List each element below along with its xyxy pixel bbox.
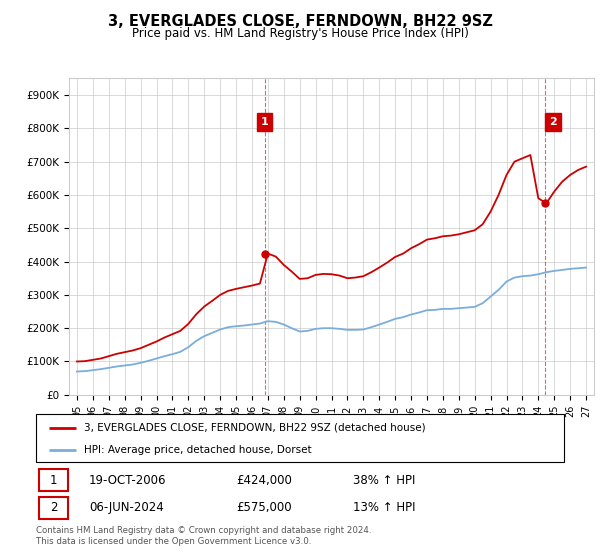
Text: 1: 1 [50, 474, 57, 487]
Text: Contains HM Land Registry data © Crown copyright and database right 2024.
This d: Contains HM Land Registry data © Crown c… [36, 526, 371, 546]
Text: 38% ↑ HPI: 38% ↑ HPI [353, 474, 415, 487]
Text: £575,000: £575,000 [236, 501, 292, 514]
Text: 13% ↑ HPI: 13% ↑ HPI [353, 501, 415, 514]
Text: HPI: Average price, detached house, Dorset: HPI: Average price, detached house, Dors… [83, 445, 311, 455]
FancyBboxPatch shape [36, 414, 564, 462]
Text: Price paid vs. HM Land Registry's House Price Index (HPI): Price paid vs. HM Land Registry's House … [131, 27, 469, 40]
FancyBboxPatch shape [38, 497, 68, 519]
Text: 2: 2 [50, 501, 57, 514]
Text: 06-JUN-2024: 06-JUN-2024 [89, 501, 164, 514]
Text: 2: 2 [549, 116, 557, 127]
Text: 1: 1 [261, 116, 269, 127]
Text: 3, EVERGLADES CLOSE, FERNDOWN, BH22 9SZ (detached house): 3, EVERGLADES CLOSE, FERNDOWN, BH22 9SZ … [83, 423, 425, 433]
Text: 19-OCT-2006: 19-OCT-2006 [89, 474, 166, 487]
Text: 3, EVERGLADES CLOSE, FERNDOWN, BH22 9SZ: 3, EVERGLADES CLOSE, FERNDOWN, BH22 9SZ [107, 14, 493, 29]
FancyBboxPatch shape [38, 469, 68, 491]
Text: £424,000: £424,000 [236, 474, 293, 487]
